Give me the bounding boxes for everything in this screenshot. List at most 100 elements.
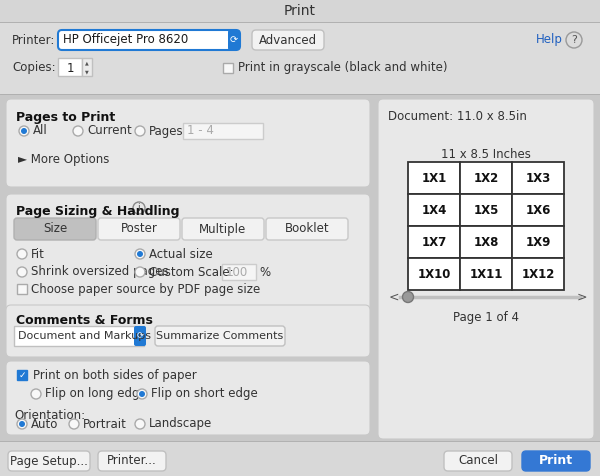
Text: ✓: ✓ [18, 371, 26, 380]
FancyBboxPatch shape [14, 218, 96, 240]
Text: 1X11: 1X11 [469, 268, 503, 280]
Bar [460, 162, 512, 194]
Bar [408, 226, 460, 258]
FancyBboxPatch shape [98, 218, 180, 240]
Text: 1X4: 1X4 [421, 204, 446, 217]
Circle shape [21, 128, 27, 134]
Text: Page 1 of 4: Page 1 of 4 [453, 311, 519, 324]
Text: 100: 100 [226, 266, 248, 278]
FancyBboxPatch shape [6, 194, 370, 354]
Text: Size: Size [43, 222, 67, 236]
Circle shape [17, 249, 27, 259]
Bar [17, 284, 27, 294]
Text: i: i [137, 203, 140, 213]
Bar [408, 194, 460, 226]
Text: Portrait: Portrait [83, 417, 127, 430]
FancyBboxPatch shape [6, 305, 370, 357]
Text: 1X9: 1X9 [526, 236, 551, 248]
Text: Pages to Print: Pages to Print [16, 111, 115, 124]
Bar [17, 370, 27, 380]
Text: 1X1: 1X1 [421, 171, 446, 185]
Bar [183, 123, 263, 139]
Text: 1X7: 1X7 [421, 236, 446, 248]
Text: 1X2: 1X2 [473, 171, 499, 185]
Text: Auto: Auto [31, 417, 58, 430]
Text: 1: 1 [66, 61, 74, 75]
Circle shape [73, 126, 83, 136]
Text: Pages: Pages [149, 125, 184, 138]
FancyBboxPatch shape [522, 451, 590, 471]
Text: Cancel: Cancel [458, 455, 498, 467]
FancyBboxPatch shape [8, 451, 90, 471]
Circle shape [17, 419, 27, 429]
Bar [82, 58, 92, 76]
Text: 11 x 8.5 Inches: 11 x 8.5 Inches [441, 148, 531, 161]
Text: <: < [389, 290, 400, 304]
Bar [512, 162, 564, 194]
Bar [460, 194, 512, 226]
Circle shape [17, 267, 27, 277]
Bar [0, 0, 600, 22]
Text: Print: Print [539, 455, 573, 467]
Bar [512, 226, 564, 258]
Text: Page Sizing & Handling: Page Sizing & Handling [16, 205, 179, 218]
Text: ⟳: ⟳ [137, 331, 143, 340]
Text: 1 - 4: 1 - 4 [187, 125, 214, 138]
Text: Flip on long edge: Flip on long edge [45, 387, 147, 400]
Circle shape [19, 126, 29, 136]
Text: 1X5: 1X5 [473, 204, 499, 217]
Text: ?: ? [571, 35, 577, 45]
FancyBboxPatch shape [228, 30, 240, 50]
FancyBboxPatch shape [134, 326, 146, 346]
Circle shape [403, 291, 413, 303]
Text: ▲: ▲ [85, 60, 89, 66]
Text: Comments & Forms: Comments & Forms [16, 314, 153, 327]
Bar [0, 22, 600, 94]
Text: Choose paper source by PDF page size: Choose paper source by PDF page size [31, 282, 260, 296]
Text: >: > [577, 290, 587, 304]
Bar [0, 441, 600, 476]
FancyBboxPatch shape [6, 361, 370, 435]
Text: Multiple: Multiple [199, 222, 247, 236]
FancyBboxPatch shape [378, 99, 594, 439]
Text: ▼: ▼ [85, 69, 89, 75]
Bar [408, 162, 460, 194]
Text: Poster: Poster [121, 222, 157, 236]
Text: Custom Scale:: Custom Scale: [149, 266, 233, 278]
Text: Print in grayscale (black and white): Print in grayscale (black and white) [238, 61, 448, 75]
Text: 1X10: 1X10 [418, 268, 451, 280]
Text: ► More Options: ► More Options [18, 153, 109, 166]
Bar [58, 58, 82, 76]
FancyBboxPatch shape [182, 218, 264, 240]
Text: ⟳: ⟳ [230, 35, 238, 45]
Circle shape [135, 267, 145, 277]
Circle shape [31, 389, 41, 399]
Circle shape [135, 126, 145, 136]
FancyBboxPatch shape [444, 451, 512, 471]
Text: Shrink oversized pages: Shrink oversized pages [31, 266, 169, 278]
Circle shape [19, 421, 25, 427]
Text: %: % [259, 266, 270, 278]
Text: Booklet: Booklet [284, 222, 329, 236]
Text: Document and Markups: Document and Markups [18, 331, 151, 341]
Circle shape [139, 391, 145, 397]
Bar [222, 264, 256, 280]
Text: Print on both sides of paper: Print on both sides of paper [33, 368, 197, 381]
Text: Page Setup...: Page Setup... [10, 455, 88, 467]
FancyBboxPatch shape [266, 218, 348, 240]
Text: Printer...: Printer... [107, 455, 157, 467]
FancyBboxPatch shape [58, 30, 240, 50]
Circle shape [135, 419, 145, 429]
Bar [512, 194, 564, 226]
Bar [223, 63, 233, 73]
FancyBboxPatch shape [155, 326, 285, 346]
Text: Copies:: Copies: [12, 61, 56, 75]
Bar [460, 226, 512, 258]
FancyBboxPatch shape [98, 451, 166, 471]
FancyBboxPatch shape [252, 30, 324, 50]
Bar [14, 326, 144, 346]
Text: Help: Help [536, 33, 563, 47]
Bar [408, 258, 460, 290]
Text: Orientation:: Orientation: [14, 409, 85, 422]
Circle shape [137, 251, 143, 257]
